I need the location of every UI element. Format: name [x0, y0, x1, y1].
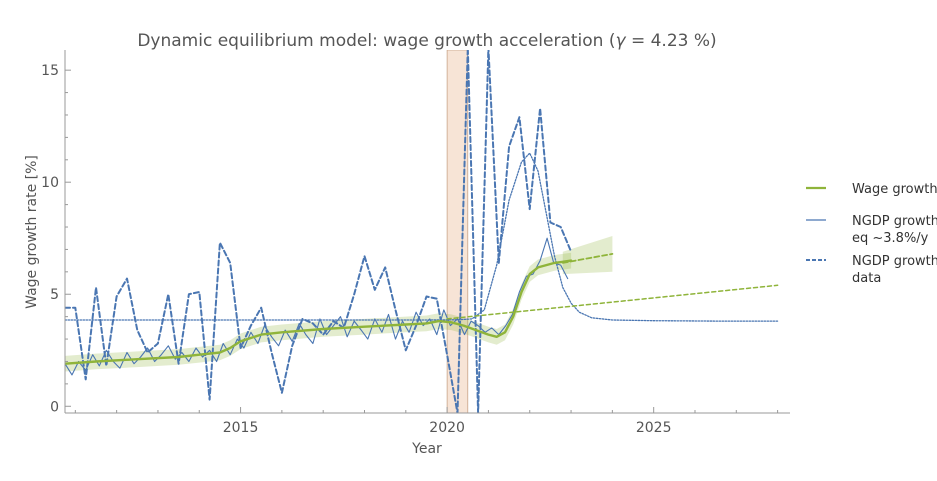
plot-area [65, 50, 779, 413]
legend-item: NGDP growth data [806, 254, 937, 286]
legend-label: Wage growth [852, 182, 937, 197]
y-tick-label: 10 [41, 175, 59, 191]
chart-title: Dynamic equilibrium model: wage growth a… [137, 31, 716, 51]
legend-label: eq ~3.8%/y [852, 231, 929, 246]
x-tick-label: 2020 [429, 420, 465, 436]
x-axis-title: Year [411, 441, 442, 457]
x-tick-label: 2025 [636, 420, 672, 436]
legend-label: data [852, 271, 881, 286]
legend-label: NGDP growth [852, 214, 937, 229]
chart-title-symbol: γ [616, 31, 627, 51]
forecast-band [562, 236, 613, 275]
chart-title-value: = 4.23 %) [626, 31, 717, 51]
ngdp-growth-eq-3-8-y-solid-line [65, 237, 569, 376]
y-tick-label: 15 [41, 63, 59, 79]
y-tick-label: 0 [50, 399, 59, 415]
axes: 2015 2020 2025 0 5 10 15 [41, 50, 790, 436]
legend-item: Wage growth [806, 182, 937, 197]
ngdp-growth-eq-3-8-y-dotted-line [65, 152, 779, 322]
wage-growth-solid-line [65, 259, 573, 365]
legend-label: NGDP growth [852, 254, 937, 269]
chart-title-main: Dynamic equilibrium model: wage growth a… [137, 31, 615, 51]
wage-growth-dashed-trend-line [446, 284, 779, 320]
y-axis-title: Wage growth rate [%] [24, 155, 40, 309]
y-tick-label: 5 [50, 287, 59, 303]
plot-clipped-group [65, 50, 779, 413]
x-tick-label: 2015 [223, 420, 259, 436]
recession-shading [446, 50, 469, 413]
legend-item: NGDP growth eq ~3.8%/y [806, 214, 937, 246]
